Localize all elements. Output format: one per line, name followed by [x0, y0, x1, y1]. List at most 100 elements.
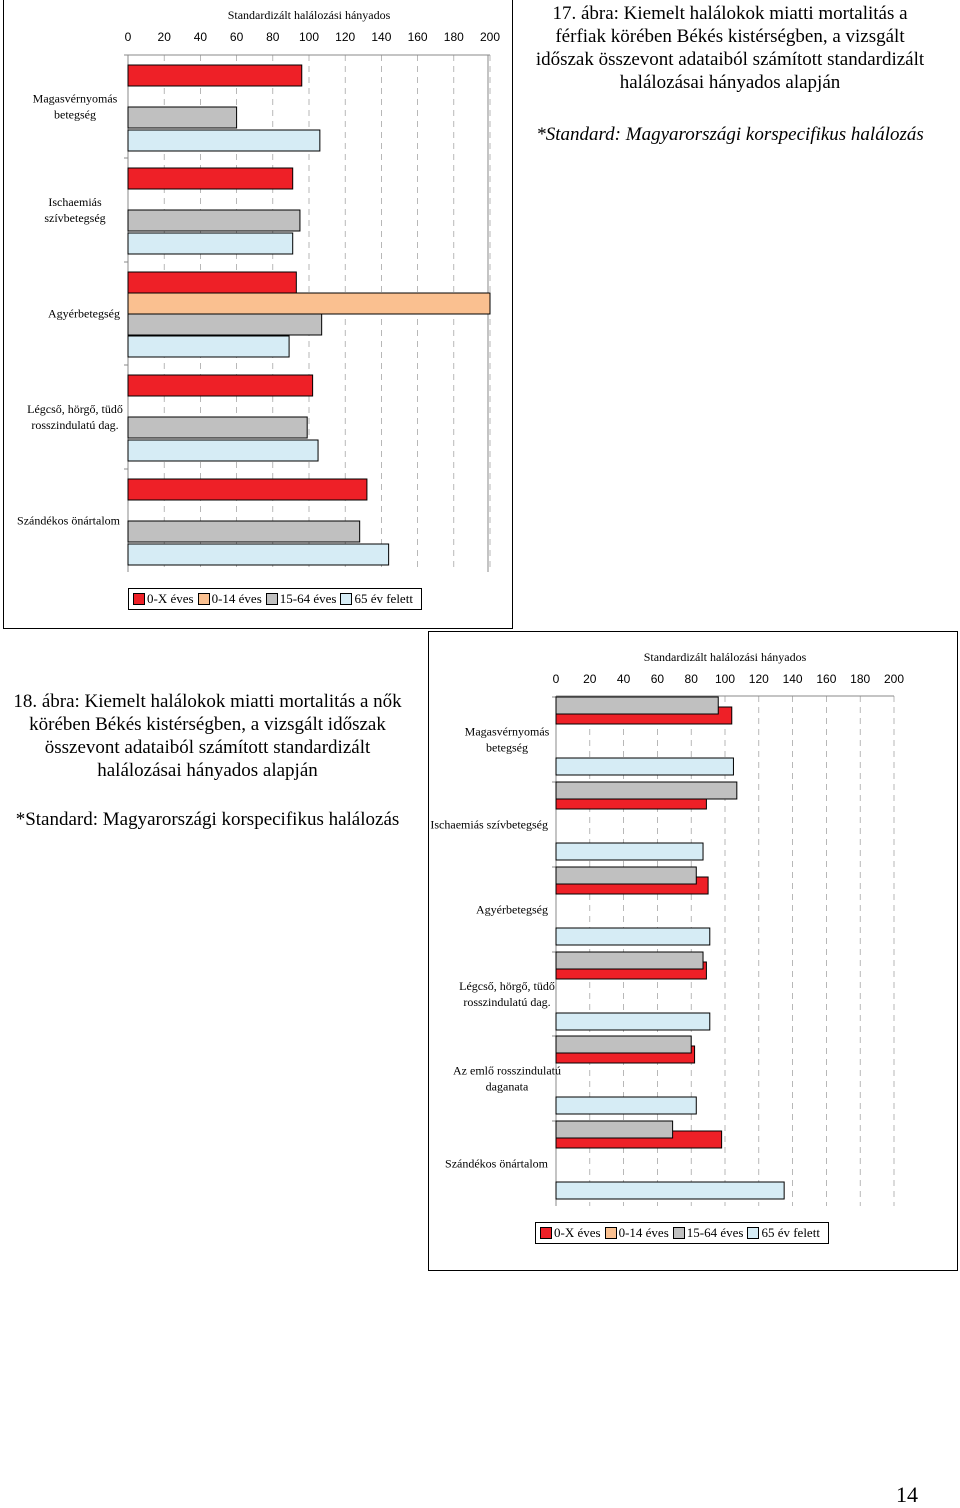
legend-swatch-65 — [747, 1227, 760, 1239]
figure-caption-18: 18. ábra: Kiemelt halálokok miatti morta… — [13, 691, 402, 781]
chart-title: Standardizált halálozási hányados — [228, 8, 391, 22]
legend-item: 0-X éves — [133, 591, 194, 607]
bar-men — [127, 416, 308, 439]
x-tick-label: 100 — [299, 30, 319, 44]
category-label: Szándékos önártalom — [17, 514, 121, 528]
figure-note-17: *Standard: Magyarországi korspecifikus h… — [536, 124, 924, 145]
bar-women — [555, 757, 734, 776]
legend-swatch-0x — [133, 593, 145, 605]
bar-men — [127, 232, 294, 255]
x-tick-label: 40 — [194, 30, 208, 44]
legend-label: 15-64 éves — [279, 591, 337, 606]
x-tick-label: 0 — [553, 672, 560, 686]
x-tick-label: 140 — [783, 672, 803, 686]
bar-men — [127, 64, 303, 87]
chart-title: Standardizált halálozási hányados — [644, 650, 807, 664]
category-label: Ischaemiás szívbetegség — [430, 818, 548, 832]
legend-swatch-1564 — [265, 593, 278, 605]
page-number: 14 — [896, 1482, 918, 1507]
x-tick-label: 120 — [335, 30, 355, 44]
category-label: rosszindulatú dag. — [31, 418, 118, 432]
x-tick-label: 180 — [444, 30, 464, 44]
legend-swatch-0x — [540, 1227, 552, 1239]
legend-label: 0-X éves — [554, 1225, 601, 1240]
legend-item: 0-14 éves — [197, 591, 262, 607]
legend-label: 0-14 éves — [618, 1225, 669, 1240]
legend-swatch-1564 — [672, 1227, 685, 1239]
x-tick-label: 160 — [816, 672, 836, 686]
x-tick-label: 100 — [715, 672, 735, 686]
category-label: Agyérbetegség — [476, 903, 548, 917]
category-label: szívbetegség — [44, 211, 105, 225]
x-tick-label: 80 — [266, 30, 280, 44]
bar-men — [127, 439, 319, 462]
bar-men — [127, 167, 294, 190]
bar-women — [555, 1096, 697, 1115]
category-label: rosszindulatú dag. — [463, 995, 550, 1009]
bar-women — [555, 1120, 674, 1139]
bar-men — [127, 543, 390, 566]
bar-men — [127, 478, 368, 501]
legend-swatch-014 — [197, 593, 210, 605]
bar-women — [555, 781, 738, 800]
category-label: Az emlő rosszindulatú — [453, 1064, 561, 1078]
legend-item: 15-64 éves — [265, 591, 337, 607]
legend-label: 15-64 éves — [686, 1225, 744, 1240]
figure-caption-17: 17. ábra: Kiemelt halálokok miatti morta… — [535, 3, 925, 93]
category-label: Légcső, hörgő, tüdő — [459, 979, 555, 993]
category-label: betegség — [486, 741, 528, 755]
chart-frame-women — [428, 631, 958, 1271]
x-tick-label: 20 — [583, 672, 597, 686]
x-tick-label: 140 — [371, 30, 391, 44]
legend-label: 65 év felett — [761, 1225, 820, 1240]
legend-item: 0-14 éves — [604, 1225, 669, 1241]
category-label: Légcső, hörgő, tüdő — [27, 402, 123, 416]
legend-item: 65 év felett — [340, 591, 413, 607]
bar-women — [555, 842, 704, 861]
category-label: betegség — [54, 108, 96, 122]
x-tick-label: 60 — [230, 30, 244, 44]
bar-men — [127, 520, 361, 543]
category-label: Agyérbetegség — [48, 307, 120, 321]
category-label: Szándékos önártalom — [445, 1157, 549, 1171]
bar-women — [555, 951, 704, 970]
x-tick-label: 200 — [480, 30, 500, 44]
x-tick-label: 120 — [749, 672, 769, 686]
bar-men — [127, 292, 491, 315]
bar-women — [555, 1012, 711, 1031]
legend-men: 0-X éves 0-14 éves 15-64 éves 65 év fele… — [128, 588, 422, 610]
bar-men — [127, 335, 290, 358]
legend-women: 0-X éves 0-14 éves 15-64 éves 65 év fele… — [535, 1222, 829, 1244]
x-tick-label: 40 — [617, 672, 631, 686]
bar-men — [127, 374, 314, 397]
legend-label: 65 év felett — [354, 591, 413, 606]
legend-item: 15-64 éves — [672, 1225, 744, 1241]
bar-men — [127, 129, 321, 152]
category-label: Magasvérnyomás — [33, 92, 118, 106]
bar-women — [555, 696, 719, 715]
legend-swatch-65 — [340, 593, 353, 605]
x-tick-label: 180 — [850, 672, 870, 686]
figure-note-18: *Standard: Magyarországi korspecifikus h… — [15, 809, 400, 830]
bar-women — [555, 866, 697, 885]
legend-item: 65 év felett — [747, 1225, 820, 1241]
x-tick-label: 60 — [651, 672, 665, 686]
legend-swatch-014 — [604, 1227, 617, 1239]
category-label: Magasvérnyomás — [465, 725, 550, 739]
legend-label: 0-14 éves — [211, 591, 262, 606]
bar-men — [127, 106, 238, 129]
category-label: daganata — [486, 1080, 529, 1094]
x-tick-label: 80 — [685, 672, 699, 686]
bar-men — [127, 313, 323, 336]
x-tick-label: 0 — [125, 30, 132, 44]
legend-item: 0-X éves — [540, 1225, 601, 1241]
x-tick-label: 160 — [408, 30, 428, 44]
x-tick-label: 20 — [158, 30, 172, 44]
bar-men — [127, 209, 301, 232]
bar-women — [555, 1181, 785, 1200]
bar-women — [555, 927, 711, 946]
category-label: Ischaemiás — [48, 195, 102, 209]
legend-label: 0-X éves — [147, 591, 194, 606]
bar-women — [555, 1035, 692, 1054]
